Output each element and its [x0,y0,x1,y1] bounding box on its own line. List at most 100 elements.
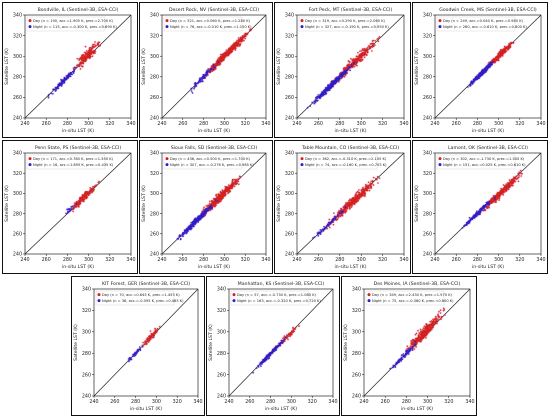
x-tick-label: 280 [199,121,208,127]
night-point [188,228,191,231]
night-point [274,347,276,350]
day-point [91,45,94,48]
day-point [364,183,367,186]
day-point [443,308,446,311]
day-point [98,45,101,47]
day-point [222,55,224,57]
day-point [438,316,441,319]
day-point [520,175,523,177]
day-point [82,194,85,196]
day-point [285,334,288,336]
day-point [368,189,371,192]
day-point [154,331,156,334]
day-point [231,187,233,190]
x-tick-label: 280 [131,399,140,405]
scatter-plot: Desert Rock, NV (Sentinel-3B, ESA-CCI)24… [141,7,271,134]
day-point [371,40,374,42]
day-point [430,323,433,325]
y-axis-label: Satellite LST (K) [4,185,10,222]
night-point [52,92,54,95]
y-tick-label: 300 [13,191,22,197]
day-point [444,314,446,316]
day-point [77,64,80,67]
y-tick-label: 340 [82,287,91,293]
day-point [231,44,234,46]
plot-frame [296,152,405,255]
x-tick-label: 260 [178,257,187,263]
x-tick-label: 260 [42,257,51,263]
day-point [208,200,211,203]
night-point [62,81,64,83]
day-point [423,329,426,331]
y-tick-label: 300 [217,330,226,336]
day-point [98,180,100,183]
night-point [350,65,353,67]
legend-day-marker [232,293,236,297]
night-point [284,336,287,339]
night-point [204,211,207,213]
x-tick-label: 300 [84,257,93,263]
panel-title: Des Moines, IA (Sentinel-3B, ESA-CCI) [374,281,461,287]
night-point [129,359,131,361]
day-point [511,180,513,183]
scatter-plot: Penn State, PS (Sentinel-3B, ESA-CCI)240… [4,145,136,270]
y-tick-label: 340 [423,13,432,19]
x-tick-label: 240 [157,121,166,127]
day-point [349,202,352,205]
day-point [92,43,94,46]
day-point [225,49,228,52]
one-to-one-line [25,15,131,118]
x-tick-label: 300 [152,399,161,405]
night-point [317,231,320,234]
day-point [416,341,418,343]
night-point [328,221,330,224]
y-tick-label: 300 [150,54,159,60]
day-point [358,192,361,195]
night-point [321,228,324,231]
day-point [506,46,509,49]
x-tick-label: 260 [314,121,323,127]
night-point [195,85,197,87]
day-point [424,330,427,332]
legend-night-label: Night (n = 307, acc.=-0.276 K, prec.=0.9… [170,163,254,167]
night-point [306,106,309,109]
day-point [219,200,222,203]
day-point [356,61,358,63]
day-point [223,58,225,61]
day-point [344,74,347,76]
day-point [439,318,442,320]
night-point [488,66,491,68]
x-axis-label: in-situ LST (K) [130,406,162,412]
day-point [226,51,229,54]
night-point [478,213,481,216]
day-point [222,193,225,196]
day-point [216,197,218,200]
scatter-plot: Sioux Falls, SD (Sentinel-3B, ESA-CCI)24… [141,145,271,270]
night-point [484,205,487,207]
day-point [508,186,511,189]
night-point [201,77,204,80]
scatter-plot: Manhattan, KS (Sentinel-3B, ESA-CCI)2402… [208,281,338,412]
day-point [350,199,353,202]
day-point [357,51,359,54]
day-point [363,50,365,52]
night-point [70,206,73,208]
plot-frame [161,152,267,255]
day-point [243,39,245,42]
y-axis-label: Satellite LST (K) [414,185,420,222]
night-point [284,338,286,341]
night-point [66,210,69,213]
day-point [235,44,237,46]
night-point [55,86,58,89]
night-point [339,73,342,75]
day-point [238,175,241,178]
night-point [139,349,142,351]
night-point [69,72,72,74]
y-tick-label: 320 [352,308,361,314]
night-point [279,342,282,344]
x-tick-label: 320 [241,121,250,127]
night-point [194,223,196,226]
night-point [311,101,314,104]
day-point [213,201,216,204]
scatter-panel: Lamont, OK (Sentinel-3B, ESA-CCI) 240 240 2… [412,140,548,274]
